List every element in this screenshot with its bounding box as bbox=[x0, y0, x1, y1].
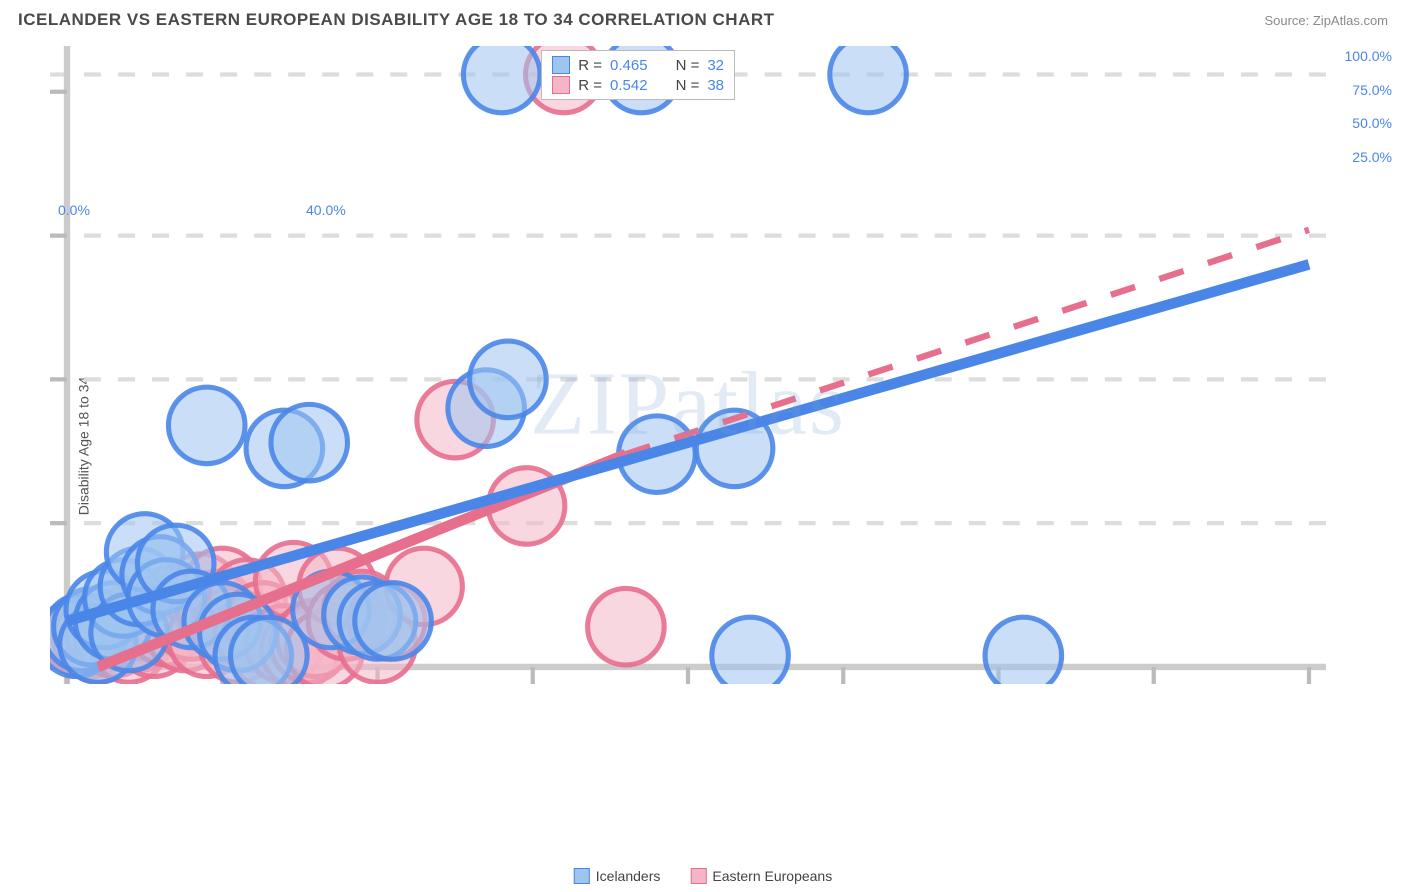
y-tick-label: 75.0% bbox=[1352, 82, 1392, 98]
y-tick-label: 50.0% bbox=[1352, 115, 1392, 131]
series-swatch bbox=[552, 56, 570, 74]
source-label: Source: ZipAtlas.com bbox=[1264, 13, 1388, 28]
correlation-stats-box: R = 0.465 N = 32 R = 0.542 N = 38 bbox=[541, 50, 735, 100]
data-point bbox=[355, 583, 432, 660]
data-point bbox=[985, 617, 1062, 684]
data-point bbox=[271, 404, 348, 481]
legend: Icelanders Eastern Europeans bbox=[574, 868, 832, 884]
y-tick-label: 100.0% bbox=[1345, 48, 1392, 64]
stats-row: R = 0.465 N = 32 bbox=[552, 55, 724, 75]
legend-label: Icelanders bbox=[596, 868, 661, 884]
legend-item: Eastern Europeans bbox=[690, 868, 832, 884]
n-value: 32 bbox=[707, 57, 724, 74]
data-point bbox=[463, 46, 540, 113]
data-point bbox=[712, 617, 789, 684]
n-value: 38 bbox=[707, 77, 724, 94]
chart-area: R =0.465N =32R =0.542N =38 ZIPatlas bbox=[50, 46, 1326, 842]
n-label: N = bbox=[676, 77, 700, 94]
chart-title: ICELANDER VS EASTERN EUROPEAN DISABILITY… bbox=[18, 10, 775, 30]
series-swatch bbox=[574, 868, 590, 884]
stats-row: R = 0.542 N = 38 bbox=[552, 75, 724, 95]
data-point bbox=[588, 588, 665, 665]
trend-line-extrapolated bbox=[626, 230, 1309, 454]
r-label: R = bbox=[578, 77, 602, 94]
data-point bbox=[830, 46, 907, 113]
r-value: 0.542 bbox=[610, 77, 648, 94]
n-label: N = bbox=[676, 57, 700, 74]
scatter-plot bbox=[50, 46, 1326, 684]
legend-item: Icelanders bbox=[574, 868, 661, 884]
series-swatch bbox=[690, 868, 706, 884]
x-tick-label: 40.0% bbox=[306, 202, 346, 218]
x-tick-label: 0.0% bbox=[58, 202, 90, 218]
legend-label: Eastern Europeans bbox=[712, 868, 832, 884]
data-point bbox=[470, 341, 547, 418]
r-value: 0.465 bbox=[610, 57, 648, 74]
data-point bbox=[168, 387, 245, 464]
chart-header: ICELANDER VS EASTERN EUROPEAN DISABILITY… bbox=[0, 0, 1406, 36]
r-label: R = bbox=[578, 57, 602, 74]
series-swatch bbox=[552, 76, 570, 94]
y-tick-label: 25.0% bbox=[1352, 149, 1392, 165]
